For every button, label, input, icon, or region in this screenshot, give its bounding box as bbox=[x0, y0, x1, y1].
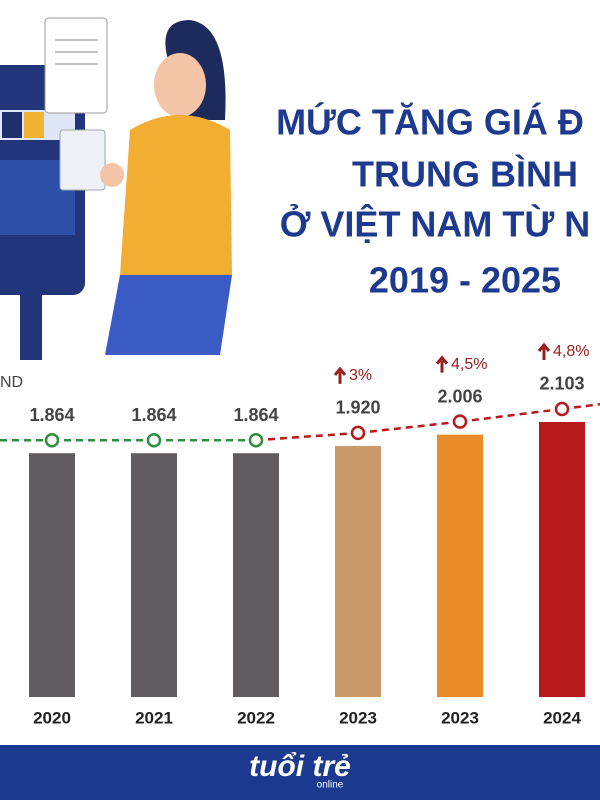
title-line: 2019 - 2025 bbox=[369, 260, 561, 301]
title-line: Ở VIỆT NAM TỪ N bbox=[280, 203, 591, 245]
x-tick-label: 2020 bbox=[33, 708, 71, 727]
bar bbox=[29, 453, 75, 697]
bar bbox=[539, 421, 585, 697]
x-tick-label: 2022 bbox=[237, 708, 275, 727]
x-tick-label: 2024 bbox=[543, 708, 581, 727]
title-line: MỨC TĂNG GIÁ Đ bbox=[276, 101, 584, 143]
trend-line bbox=[255, 431, 359, 442]
up-arrow bbox=[435, 355, 449, 373]
value-label: 2.006 bbox=[437, 386, 482, 406]
logo-text: tuổi trẻ bbox=[249, 750, 351, 783]
trend-point bbox=[350, 425, 366, 441]
trend-line bbox=[357, 420, 461, 435]
bar bbox=[233, 453, 279, 697]
title-line: TRUNG BÌNH bbox=[352, 154, 578, 195]
bar bbox=[437, 434, 483, 697]
unit-label: ND bbox=[0, 374, 23, 391]
change-label: 4,5% bbox=[451, 356, 487, 373]
trend-line bbox=[459, 407, 563, 423]
trend-point bbox=[248, 432, 264, 448]
illustration bbox=[0, 17, 232, 360]
value-label: 1.864 bbox=[131, 405, 176, 425]
bar bbox=[335, 445, 381, 697]
value-label: 1.864 bbox=[233, 405, 278, 425]
x-tick-label: 2023 bbox=[441, 708, 479, 727]
trend-point bbox=[554, 401, 570, 417]
up-arrow bbox=[537, 342, 551, 360]
trend-point bbox=[452, 414, 468, 429]
change-label: 3% bbox=[349, 367, 372, 384]
title: MỨC TĂNG GIÁ Đ TRUNG BÌNH Ở VIỆT NAM TỪ N 2… bbox=[276, 101, 590, 301]
x-tick-label: 2021 bbox=[135, 708, 173, 727]
plot: 1.864 2020 1.864 2021 1.864 2022 1.920 2023 3% 2.… bbox=[0, 342, 600, 727]
value-label: 1.864 bbox=[29, 405, 74, 425]
value-label: 1.920 bbox=[335, 398, 380, 418]
x-tick-label: 2023 bbox=[339, 708, 377, 727]
change-label: 4,8% bbox=[553, 343, 589, 360]
up-arrow bbox=[333, 366, 347, 384]
logo-subtext: online bbox=[317, 780, 344, 791]
trend-point bbox=[146, 432, 162, 448]
trend-point bbox=[44, 432, 60, 448]
value-label: 2.103 bbox=[539, 374, 584, 394]
bar bbox=[131, 453, 177, 697]
footer-band bbox=[0, 745, 600, 800]
